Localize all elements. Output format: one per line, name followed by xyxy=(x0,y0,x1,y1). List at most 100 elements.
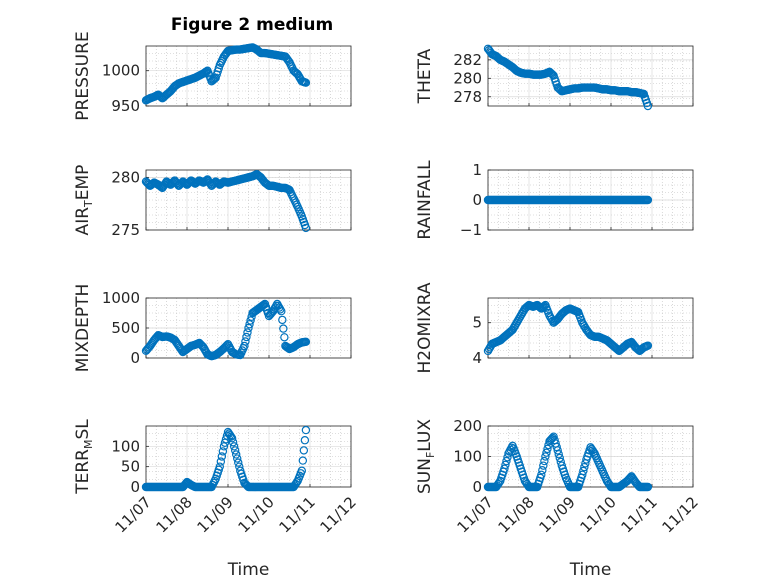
data-points xyxy=(483,300,653,356)
y-axis-label: SUNFLUX xyxy=(415,419,437,494)
y-axis-label: H2OMIXRA xyxy=(415,282,435,373)
data-point xyxy=(554,450,563,459)
data-point xyxy=(228,438,238,447)
y-axis-label: RAINFALL xyxy=(415,160,435,240)
y-axis-label-subscript: M xyxy=(82,440,95,450)
subplot-6: 4 5 H2OMIXRA xyxy=(415,282,694,374)
data-point xyxy=(301,223,311,233)
data-point xyxy=(222,431,232,440)
data-point xyxy=(277,307,286,316)
data-point xyxy=(301,78,311,87)
data-point xyxy=(297,466,306,475)
axes-frame xyxy=(145,169,352,231)
y-tick-label: −1 xyxy=(460,221,482,239)
y-axis-label-subscript: F xyxy=(424,452,437,458)
data-point xyxy=(301,425,311,435)
data-point xyxy=(276,305,285,314)
y-axis-label: THETA xyxy=(415,48,435,104)
y-tick-label: 1 xyxy=(472,161,482,179)
data-point xyxy=(500,464,509,473)
data-point xyxy=(501,460,510,470)
data-points xyxy=(483,432,653,492)
data-point xyxy=(540,456,549,466)
subplot-1: 950 1000 PRESSURE xyxy=(73,31,352,121)
data-point xyxy=(243,328,252,337)
data-point xyxy=(229,442,239,451)
data-point xyxy=(539,461,548,470)
data-point xyxy=(643,195,653,205)
y-axis-label-part: LUX xyxy=(415,419,435,452)
data-point xyxy=(231,450,241,459)
y-tick-label: 950 xyxy=(111,97,140,115)
data-point xyxy=(292,478,301,487)
data-point xyxy=(233,454,242,463)
data-point xyxy=(643,101,653,111)
x-axis-label: Time xyxy=(227,560,270,580)
figure-title: Figure 2 medium xyxy=(171,15,333,35)
data-point xyxy=(242,332,251,342)
data-point xyxy=(215,462,224,471)
y-axis-label: TERRMSL xyxy=(73,419,95,495)
data-point xyxy=(643,341,653,350)
y-axis-label: PRESSURE xyxy=(73,31,93,120)
data-points xyxy=(141,425,311,492)
data-point xyxy=(218,447,228,456)
data-point xyxy=(301,337,311,346)
subplot-4: −1 0 1 RAINFALL xyxy=(415,160,694,240)
y-axis-label: AIRTEMP xyxy=(73,165,95,236)
data-point xyxy=(279,324,288,333)
data-point xyxy=(503,453,512,462)
data-points xyxy=(483,44,653,111)
y-tick-label: 0 xyxy=(472,478,482,496)
y-tick-label: 280 xyxy=(453,69,482,87)
data-point xyxy=(541,452,550,461)
y-tick-label: 100 xyxy=(453,448,482,466)
y-axis-label-part: SUN xyxy=(415,458,435,494)
data-point xyxy=(578,470,587,479)
data-points xyxy=(141,170,311,233)
data-point xyxy=(553,446,562,455)
y-tick-label: 500 xyxy=(111,319,140,337)
y-tick-label: 275 xyxy=(111,221,140,239)
data-point xyxy=(495,478,504,487)
data-point xyxy=(299,446,309,455)
data-point xyxy=(217,452,227,461)
y-tick-label: 282 xyxy=(453,51,482,69)
data-point xyxy=(548,70,557,79)
data-point xyxy=(234,458,243,467)
y-tick-label: 0 xyxy=(472,191,482,209)
y-tick-label: 1000 xyxy=(102,289,140,307)
data-point xyxy=(542,448,551,457)
data-point xyxy=(210,74,219,83)
y-tick-label: 278 xyxy=(453,88,482,106)
data-point xyxy=(244,323,253,333)
data-point xyxy=(579,466,588,476)
data-point xyxy=(227,434,237,443)
data-point xyxy=(240,341,249,351)
data-point xyxy=(537,470,546,479)
data-point xyxy=(245,320,254,329)
y-axis-label-subscript: T xyxy=(82,200,95,208)
data-points xyxy=(141,43,311,105)
data-point xyxy=(300,436,310,445)
data-point xyxy=(298,456,308,465)
data-point xyxy=(278,315,287,325)
y-axis-label-part: SL xyxy=(73,419,93,440)
y-tick-label: 50 xyxy=(121,458,140,476)
subplot-5: 0 500 1000 MIXDEPTH xyxy=(73,284,352,372)
y-axis-label-part: EMP xyxy=(73,165,93,201)
x-axis-label: Time xyxy=(569,560,612,580)
data-point xyxy=(543,444,552,454)
y-tick-label: 280 xyxy=(111,168,140,186)
data-point xyxy=(643,482,653,492)
data-point xyxy=(580,462,589,472)
data-point xyxy=(538,466,547,475)
data-point xyxy=(230,446,240,455)
y-tick-label: 1000 xyxy=(102,62,140,80)
data-points xyxy=(141,299,311,361)
data-point xyxy=(555,453,564,463)
y-tick-label: 0 xyxy=(130,349,140,367)
